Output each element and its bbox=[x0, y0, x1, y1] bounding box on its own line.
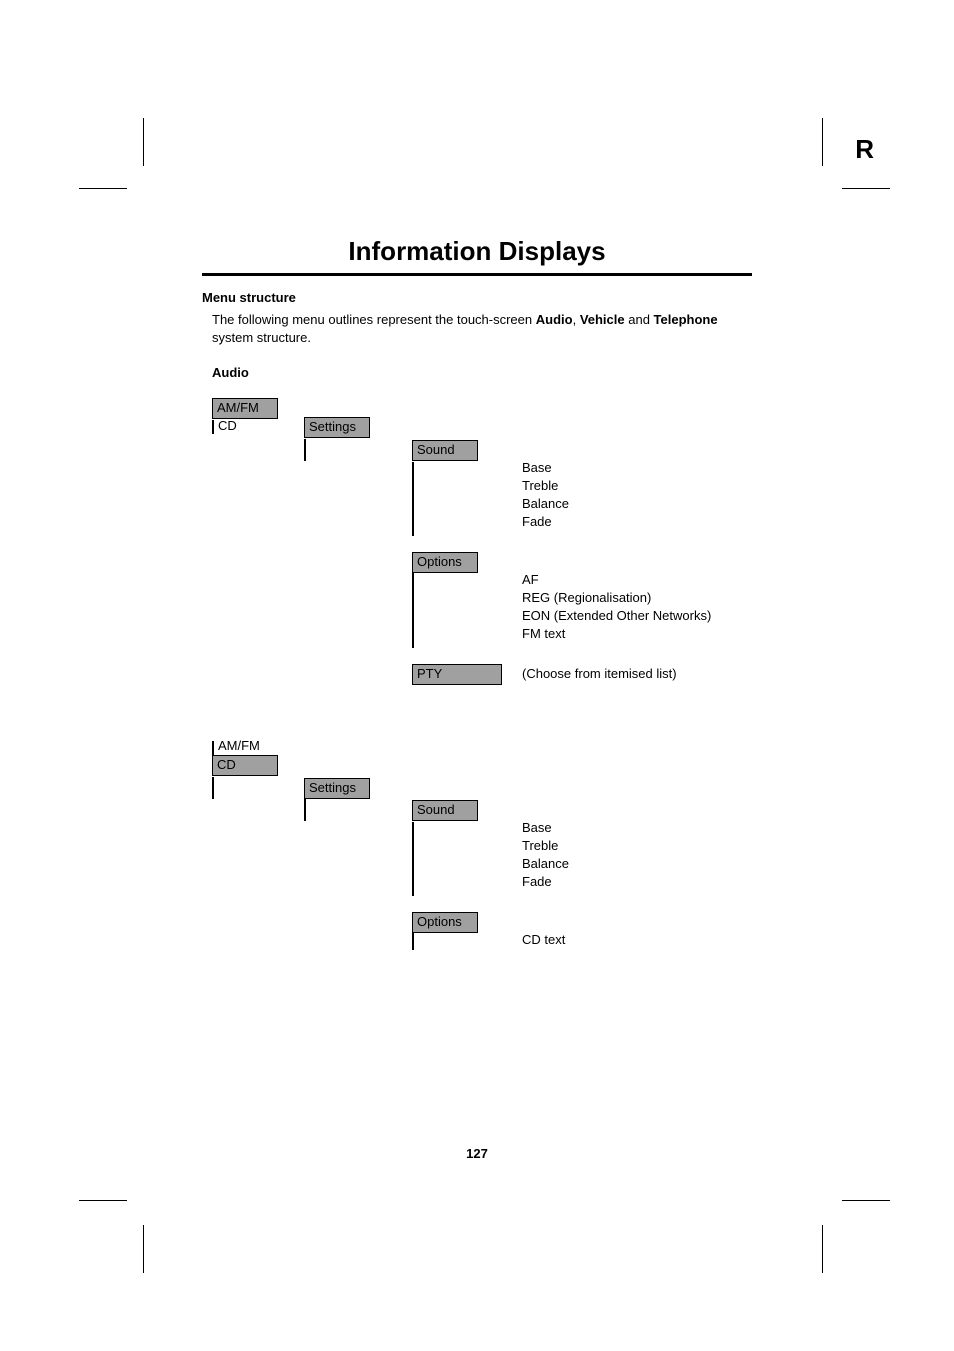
intro-bold: Vehicle bbox=[580, 312, 625, 327]
node-sound: Sound bbox=[412, 440, 478, 461]
crop-mark bbox=[842, 1200, 890, 1201]
crop-mark bbox=[79, 188, 127, 189]
node-amfm-active: AM/FM bbox=[212, 398, 278, 419]
connector bbox=[212, 777, 214, 799]
crop-mark bbox=[822, 1225, 823, 1273]
intro-text: The following menu outlines represent th… bbox=[212, 311, 752, 347]
tree-cd: AM/FM CD Settings Sound Base Treble Bala… bbox=[212, 738, 752, 978]
leaf-treble: Treble bbox=[520, 478, 562, 495]
leaf-cdtext: CD text bbox=[520, 932, 569, 949]
node-options: Options bbox=[412, 552, 478, 573]
leaf-balance: Balance bbox=[520, 856, 573, 873]
leaf-reg: REG (Regionalisation) bbox=[520, 590, 655, 607]
leaf-pty-note: (Choose from itemised list) bbox=[520, 666, 681, 683]
intro-bold: Audio bbox=[536, 312, 573, 327]
page-title: Information Displays bbox=[202, 236, 752, 276]
crop-mark bbox=[822, 118, 823, 166]
intro-part: , bbox=[573, 312, 580, 327]
node-settings: Settings bbox=[304, 778, 370, 799]
node-sound: Sound bbox=[412, 800, 478, 821]
leaf-base: Base bbox=[520, 820, 556, 837]
intro-part: and bbox=[625, 312, 654, 327]
connector bbox=[412, 462, 414, 536]
leaf-fmtext: FM text bbox=[520, 626, 569, 643]
subheading: Menu structure bbox=[202, 290, 752, 305]
intro-bold: Telephone bbox=[654, 312, 718, 327]
node-amfm: AM/FM bbox=[216, 738, 264, 755]
content-area: Information Displays Menu structure The … bbox=[202, 236, 752, 978]
connector bbox=[412, 572, 414, 648]
connector bbox=[212, 741, 214, 755]
leaf-fade: Fade bbox=[520, 874, 556, 891]
page: R Information Displays Menu structure Th… bbox=[0, 0, 954, 1351]
connector bbox=[304, 799, 306, 821]
node-cd-active: CD bbox=[212, 755, 278, 776]
node-options: Options bbox=[412, 912, 478, 933]
leaf-af: AF bbox=[520, 572, 543, 589]
crop-mark bbox=[842, 188, 890, 189]
page-corner-letter: R bbox=[855, 134, 874, 165]
node-settings: Settings bbox=[304, 417, 370, 438]
intro-part: The following menu outlines represent th… bbox=[212, 312, 536, 327]
crop-mark bbox=[79, 1200, 127, 1201]
leaf-treble: Treble bbox=[520, 838, 562, 855]
page-number: 127 bbox=[0, 1146, 954, 1161]
intro-part: system structure. bbox=[212, 330, 311, 345]
connector bbox=[412, 822, 414, 896]
crop-mark bbox=[143, 1225, 144, 1273]
connector bbox=[212, 420, 214, 434]
node-pty: PTY bbox=[412, 664, 502, 685]
section-audio: Audio bbox=[212, 365, 752, 380]
leaf-fade: Fade bbox=[520, 514, 556, 531]
leaf-base: Base bbox=[520, 460, 556, 477]
tree-amfm: AM/FM CD Settings Sound Base Treble Bala… bbox=[212, 398, 752, 738]
leaf-eon: EON (Extended Other Networks) bbox=[520, 608, 715, 625]
leaf-balance: Balance bbox=[520, 496, 573, 513]
node-cd: CD bbox=[216, 418, 241, 435]
connector bbox=[304, 439, 306, 461]
connector bbox=[412, 932, 414, 950]
crop-mark bbox=[143, 118, 144, 166]
